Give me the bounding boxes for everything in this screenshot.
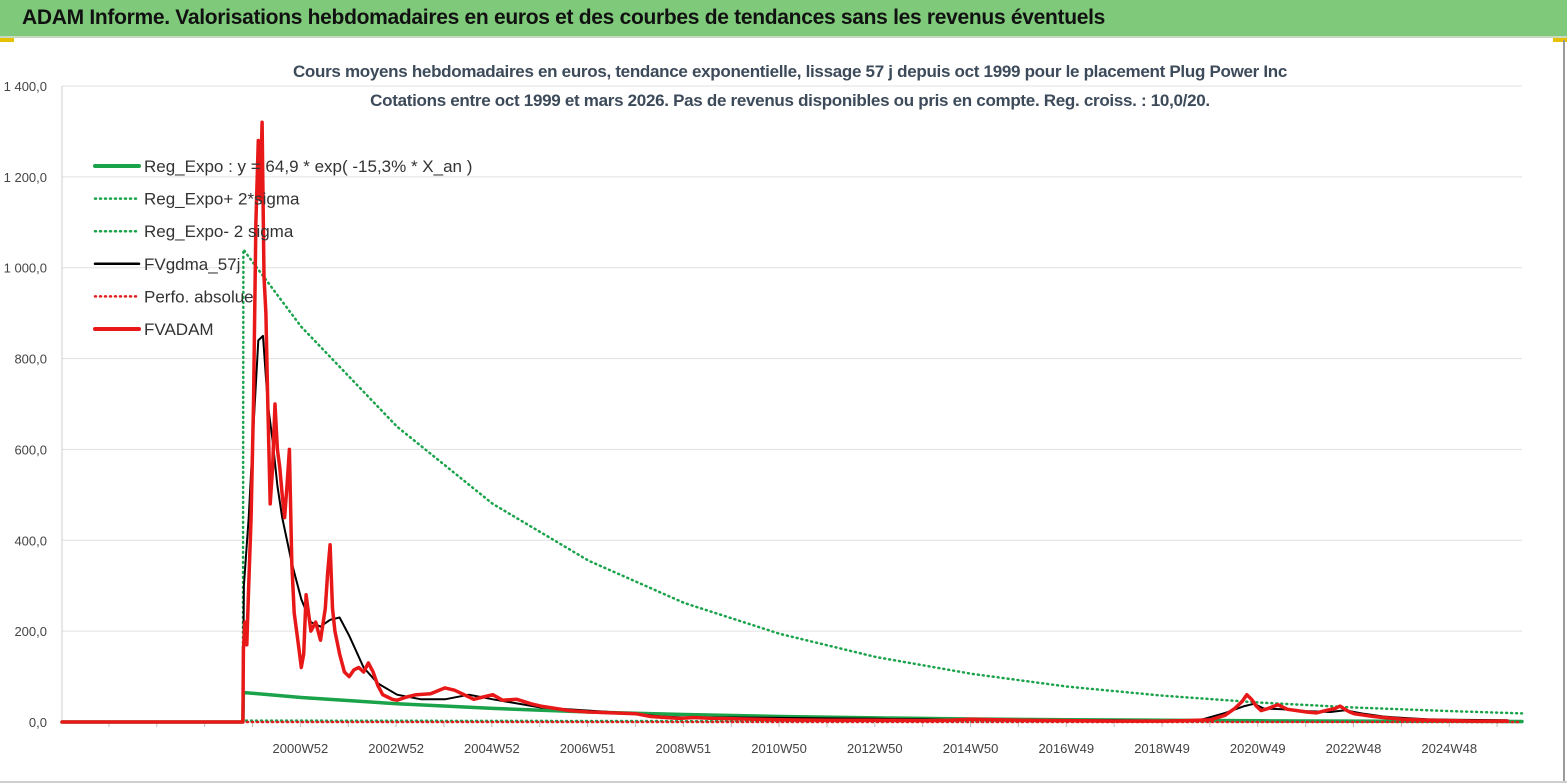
- legend-label: FVgdma_57j: [144, 255, 240, 274]
- x-tick-label: 2014W50: [943, 741, 999, 756]
- chart-subtitle: Cotations entre oct 1999 et mars 2026. P…: [370, 91, 1210, 110]
- y-tick-label: 1 400,0: [4, 79, 47, 94]
- x-tick-label: 2002W52: [368, 741, 424, 756]
- banner-accent-left: [0, 38, 14, 42]
- x-tick-label: 2006W51: [560, 741, 616, 756]
- legend-label: Perfo. absolue: [144, 287, 254, 306]
- series-line: [61, 334, 1509, 723]
- y-tick-label: 800,0: [14, 352, 47, 367]
- series-line: [60, 120, 1510, 724]
- y-tick-label: 600,0: [14, 442, 47, 457]
- legend-label: Reg_Expo : y = 64,9 * exp( -15,3% * X_an…: [144, 157, 472, 176]
- x-tick-label: 2016W49: [1038, 741, 1094, 756]
- bottom-border: [0, 781, 1567, 783]
- x-tick-label: 2022W48: [1326, 741, 1382, 756]
- right-border: [1563, 40, 1565, 783]
- y-tick-label: 400,0: [14, 533, 47, 548]
- x-tick-label: 2008W51: [656, 741, 712, 756]
- y-tick-label: 1 000,0: [4, 261, 47, 276]
- banner-accent-right: [1553, 38, 1567, 42]
- chart-title: Cours moyens hebdomadaires en euros, ten…: [292, 62, 1288, 81]
- x-tick-label: 2020W49: [1230, 741, 1286, 756]
- x-tick-label: 2000W52: [273, 741, 329, 756]
- legend-label: Reg_Expo- 2 sigma: [144, 222, 294, 241]
- x-tick-label: 2024W48: [1421, 741, 1477, 756]
- x-tick-label: 2018W49: [1134, 741, 1190, 756]
- legend-label: FVADAM: [144, 320, 214, 339]
- x-tick-label: 2010W50: [751, 741, 807, 756]
- x-tick-label: 2004W52: [464, 741, 520, 756]
- x-tick-label: 2012W50: [847, 741, 903, 756]
- y-tick-label: 1 200,0: [4, 170, 47, 185]
- y-tick-label: 0,0: [29, 715, 47, 730]
- legend-label: Reg_Expo+ 2*sigma: [144, 190, 300, 209]
- series-line: [60, 690, 1524, 724]
- y-tick-label: 200,0: [14, 624, 47, 639]
- report-title: ADAM Informe. Valorisations hebdomadaire…: [22, 6, 1106, 29]
- report-banner: ADAM Informe. Valorisations hebdomadaire…: [0, 0, 1567, 38]
